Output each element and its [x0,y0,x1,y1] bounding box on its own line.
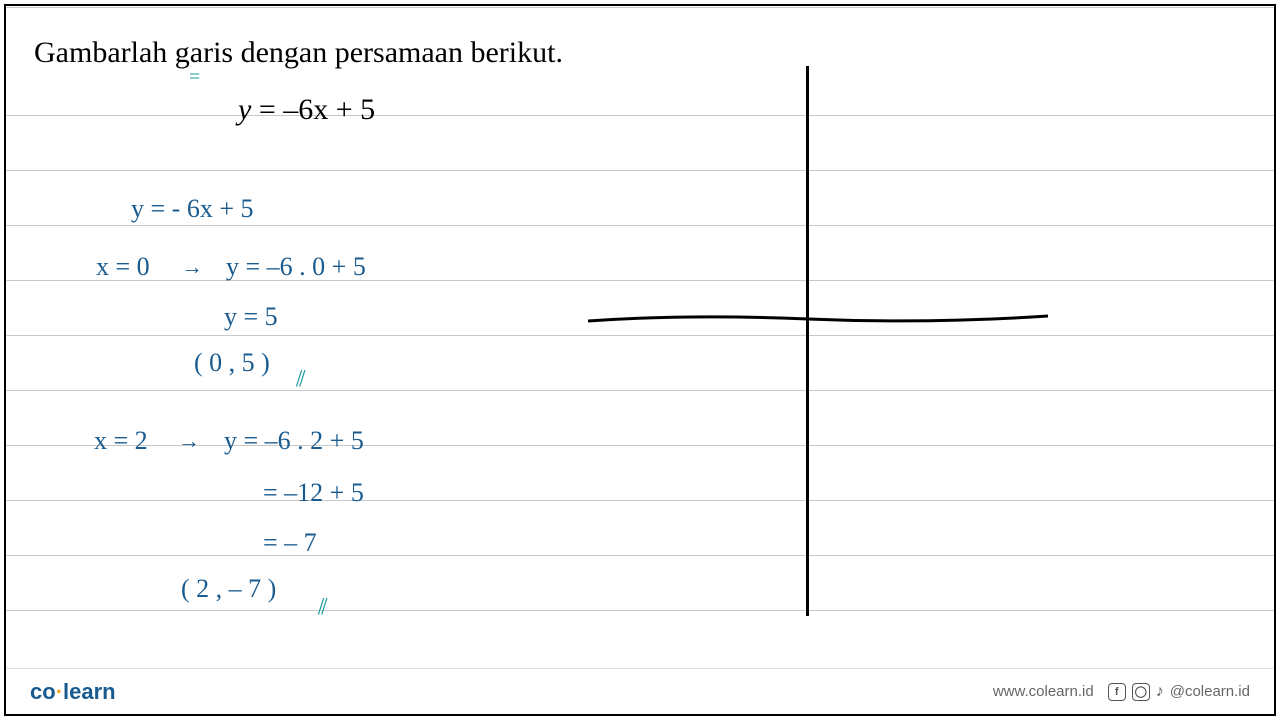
graph-y-axis [806,66,809,616]
footer-bar: co·learn www.colearn.id f ◯ ♪ @colearn.i… [6,668,1274,714]
footer-url: www.colearn.id [993,683,1094,700]
tick-mark-2: ⫽ [318,594,328,620]
hw-step-12: = –12 + 5 [263,478,364,508]
facebook-icon: f [1108,683,1126,701]
hw-line1: y = - 6x + 5 [131,194,253,224]
page-frame: Gambarlah garis dengan persamaan berikut… [4,4,1276,716]
social-handle: @colearn.id [1170,683,1250,700]
tick-mark-1: ⫽ [296,366,306,392]
brand-logo: co·learn [30,679,116,705]
tiktok-icon: ♪ [1156,683,1164,701]
logo-dot: · [56,679,63,704]
problem-equation: y = –6x + 5 [238,93,375,127]
hw-point2: ( 2 , – 7 ) [181,574,276,604]
hw-x2: x = 2 [94,426,148,456]
hw-x0: x = 0 [96,252,150,282]
hw-y5: y = 5 [224,302,278,332]
logo-learn: learn [63,679,116,704]
hw-arrow1: → [181,254,203,280]
underline-mark: = [189,66,196,89]
equation-y: y [238,93,251,126]
footer-right: www.colearn.id f ◯ ♪ @colearn.id [993,683,1250,701]
equation-rest: = –6x + 5 [251,93,375,126]
logo-co: co [30,679,56,704]
hw-arrow2: → [178,428,200,454]
hw-step-neg7: = – 7 [263,528,317,558]
hw-point1: ( 0 , 5 ) [194,348,270,378]
hw-y-calc-2: y = –6 . 2 + 5 [224,426,364,456]
hw-y-calc-0: y = –6 . 0 + 5 [226,252,366,282]
social-icons: f ◯ ♪ @colearn.id [1108,683,1250,701]
graph-x-axis [588,306,1048,336]
problem-title: Gambarlah garis dengan persamaan berikut… [34,36,563,70]
instagram-icon: ◯ [1132,683,1150,701]
